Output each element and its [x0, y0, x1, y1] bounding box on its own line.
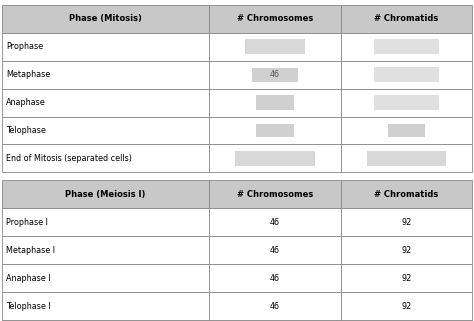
Text: 46: 46	[270, 301, 280, 311]
Bar	[209, 144, 341, 172]
Bar	[209, 208, 341, 236]
Bar	[209, 180, 341, 208]
Bar	[374, 95, 439, 110]
Bar	[2, 61, 209, 89]
Bar	[2, 33, 209, 61]
Bar	[252, 68, 298, 82]
Text: End of Mitosis (separated cells): End of Mitosis (separated cells)	[6, 154, 132, 163]
Bar	[367, 151, 446, 166]
Bar	[341, 264, 472, 292]
Text: Metaphase I: Metaphase I	[6, 246, 55, 255]
Text: 46: 46	[270, 70, 280, 79]
Bar	[341, 89, 472, 117]
Bar	[209, 89, 341, 117]
Bar	[209, 5, 341, 33]
Bar	[341, 5, 472, 33]
Bar	[388, 124, 425, 137]
Bar	[2, 5, 209, 33]
Bar	[235, 151, 315, 166]
Bar	[2, 89, 209, 117]
Text: # Chromatids: # Chromatids	[374, 190, 438, 199]
Bar	[209, 33, 341, 61]
Text: # Chromosomes: # Chromosomes	[237, 190, 313, 199]
Text: 92: 92	[401, 218, 411, 227]
Bar	[245, 39, 305, 54]
Bar	[209, 236, 341, 264]
Bar	[2, 292, 209, 320]
Bar	[341, 180, 472, 208]
Bar	[209, 61, 341, 89]
Bar	[2, 117, 209, 144]
Bar	[341, 236, 472, 264]
Bar	[341, 320, 472, 321]
Text: # Chromatids: # Chromatids	[374, 14, 438, 23]
Text: Telophase: Telophase	[6, 126, 46, 135]
Bar	[209, 264, 341, 292]
Bar	[2, 264, 209, 292]
Bar	[341, 33, 472, 61]
Text: 92: 92	[401, 301, 411, 311]
Text: Metaphase: Metaphase	[6, 70, 50, 79]
Bar	[341, 208, 472, 236]
Bar	[2, 144, 209, 172]
Bar	[209, 117, 341, 144]
Text: Phase (Meiosis I): Phase (Meiosis I)	[65, 190, 146, 199]
Bar	[209, 320, 341, 321]
Text: 92: 92	[401, 273, 411, 283]
Bar	[209, 292, 341, 320]
Text: Prophase: Prophase	[6, 42, 43, 51]
Text: 46: 46	[270, 218, 280, 227]
Text: Phase (Mitosis): Phase (Mitosis)	[69, 14, 142, 23]
Bar	[256, 95, 293, 110]
Bar	[374, 39, 439, 54]
Bar	[256, 124, 293, 137]
Bar	[341, 117, 472, 144]
Bar	[341, 144, 472, 172]
Bar	[2, 236, 209, 264]
Text: 46: 46	[270, 246, 280, 255]
Text: 92: 92	[401, 246, 411, 255]
Bar	[374, 67, 439, 82]
Text: # Chromosomes: # Chromosomes	[237, 14, 313, 23]
Bar	[2, 180, 209, 208]
Text: Prophase I: Prophase I	[6, 218, 48, 227]
Text: Anaphase I: Anaphase I	[6, 273, 51, 283]
Bar	[2, 208, 209, 236]
Text: 46: 46	[270, 273, 280, 283]
Text: Anaphase: Anaphase	[6, 98, 46, 107]
Bar	[341, 292, 472, 320]
Bar	[341, 61, 472, 89]
Text: Telophase I: Telophase I	[6, 301, 51, 311]
Bar	[2, 320, 209, 321]
